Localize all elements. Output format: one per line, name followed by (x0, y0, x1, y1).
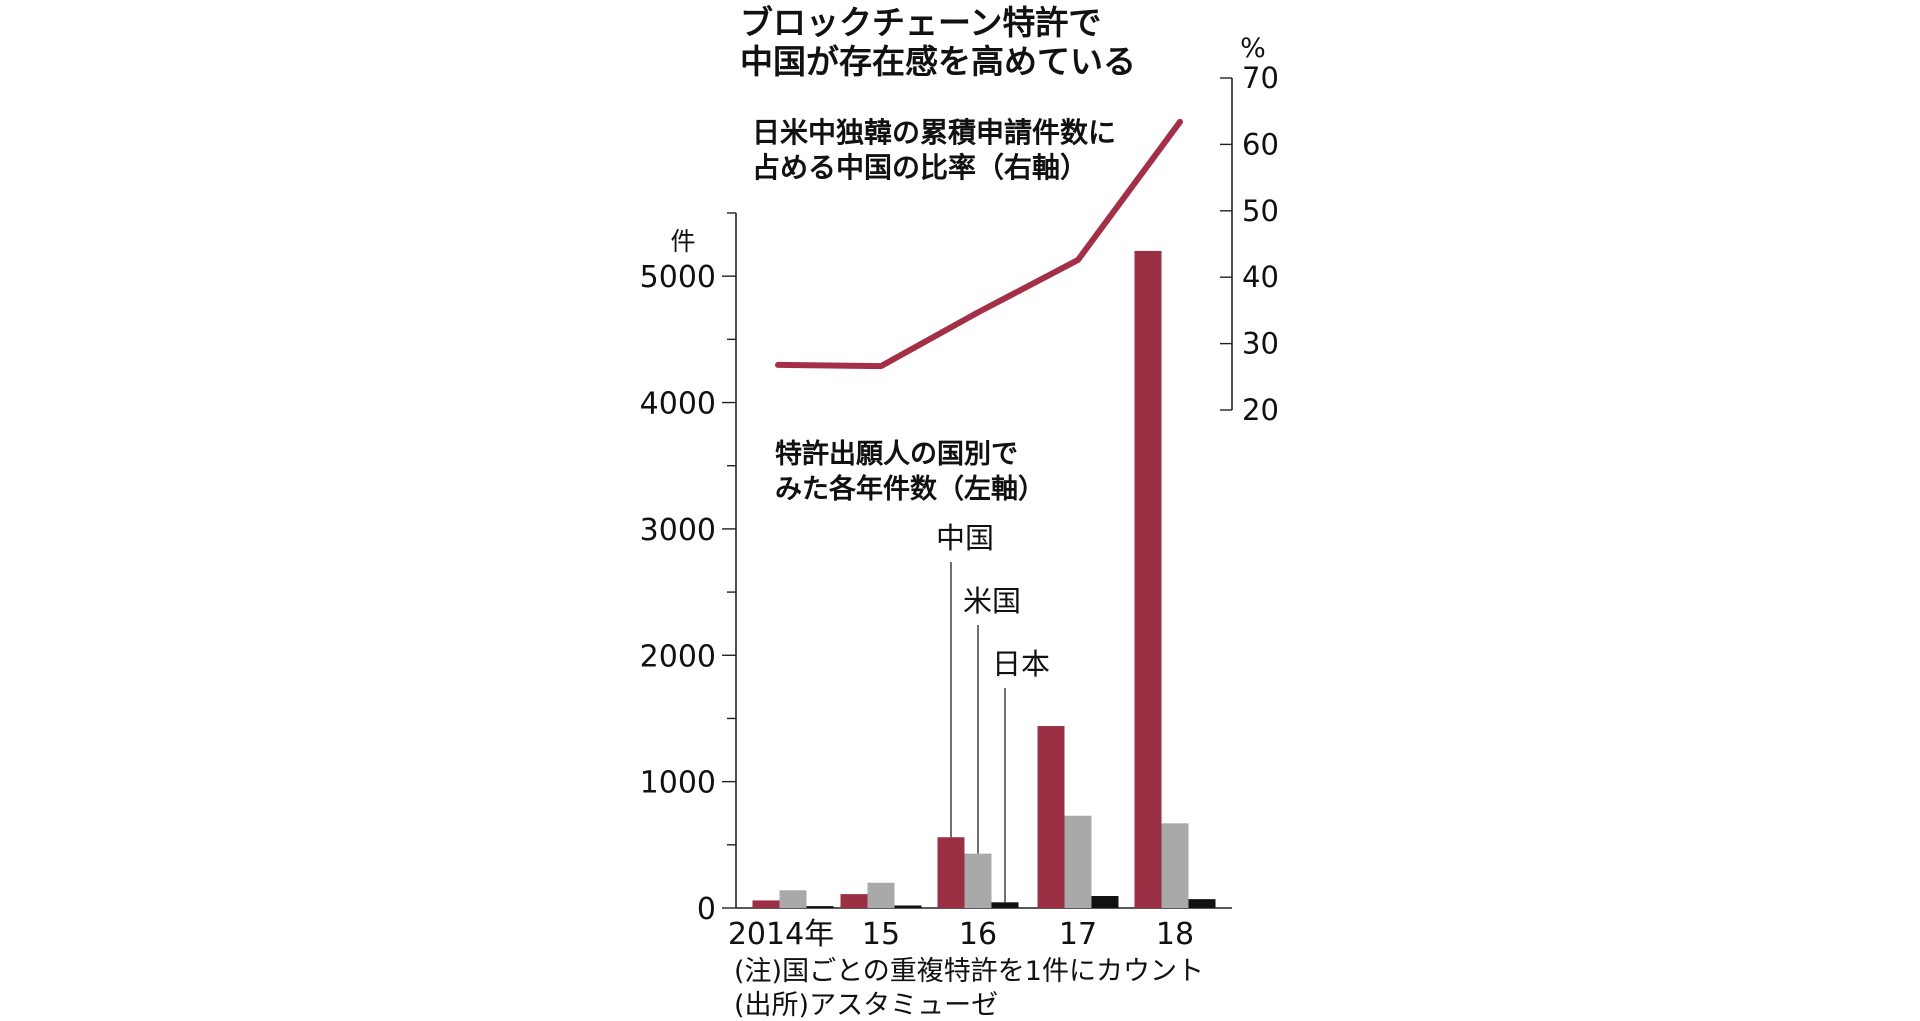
bar-中国-15 (840, 894, 868, 908)
bar-日本-16 (991, 902, 1019, 908)
bar-caption-line-1: 特許出願人の国別で (775, 439, 1018, 470)
right-tick-label: 50 (1242, 194, 1279, 228)
right-tick-label: 20 (1242, 393, 1279, 427)
left-tick-label: 5000 (640, 260, 716, 295)
title-line-1: ブロックチェーン特許で (740, 3, 1101, 42)
left-tick-label: 0 (697, 892, 716, 927)
left-tick-label: 1000 (640, 766, 716, 801)
left-axis-unit: 件 (670, 227, 695, 256)
line-caption-line-1: 日米中独韓の累積申請件数に (752, 116, 1116, 149)
bar-米国-18 (1161, 823, 1189, 908)
right-tick-label: 40 (1242, 260, 1279, 294)
right-tick-label: 30 (1242, 327, 1279, 361)
bar-日本-17 (1091, 895, 1119, 908)
bar-米国-15 (867, 882, 895, 908)
bar-日本-18 (1188, 899, 1216, 908)
title-line-2: 中国が存在感を高めている (740, 42, 1136, 81)
x-tick-label: 2014年 (728, 917, 834, 952)
bar-中国-2014年 (752, 900, 780, 908)
bar-中国-18 (1134, 250, 1162, 909)
left-tick-label: 4000 (640, 387, 716, 422)
bars (752, 250, 1216, 909)
x-tick-label: 18 (1156, 917, 1194, 952)
series-label-米国: 米国 (963, 584, 1021, 618)
bar-中国-16 (937, 837, 965, 908)
labels: 0 1000 2000 3000 4000 5000 20 30 40 50 60 70 2014年 15… (640, 61, 1279, 952)
bar-日本-2014年 (806, 906, 834, 908)
x-tick-label: 15 (862, 917, 900, 952)
ratio-line-layer (775, 118, 1183, 370)
x-tick-label: 16 (959, 917, 997, 952)
right-tick-label: 70 (1242, 61, 1279, 95)
bar-米国-16 (964, 853, 992, 908)
bar-米国-17 (1064, 815, 1092, 908)
note-text: (注)国ごとの重複特許を1件にカウント (734, 956, 1204, 987)
bar-caption-line-2: みた各年件数（左軸） (775, 473, 1045, 505)
series-label-日本: 日本 (992, 647, 1050, 681)
bar-中国-17 (1037, 726, 1065, 908)
bar-日本-15 (894, 905, 922, 908)
line-caption-line-2: 占める中国の比率（右軸） (752, 151, 1088, 184)
ratio-line (775, 118, 1183, 370)
bar-米国-2014年 (779, 890, 807, 908)
left-tick-label: 3000 (640, 513, 716, 548)
left-tick-label: 2000 (640, 639, 716, 674)
x-tick-label: 17 (1059, 917, 1097, 952)
series-label-中国: 中国 (936, 521, 994, 555)
source-text: (出所)アスタミューゼ (734, 990, 998, 1021)
right-axis-unit: % (1240, 33, 1266, 64)
right-tick-label: 60 (1242, 127, 1279, 161)
